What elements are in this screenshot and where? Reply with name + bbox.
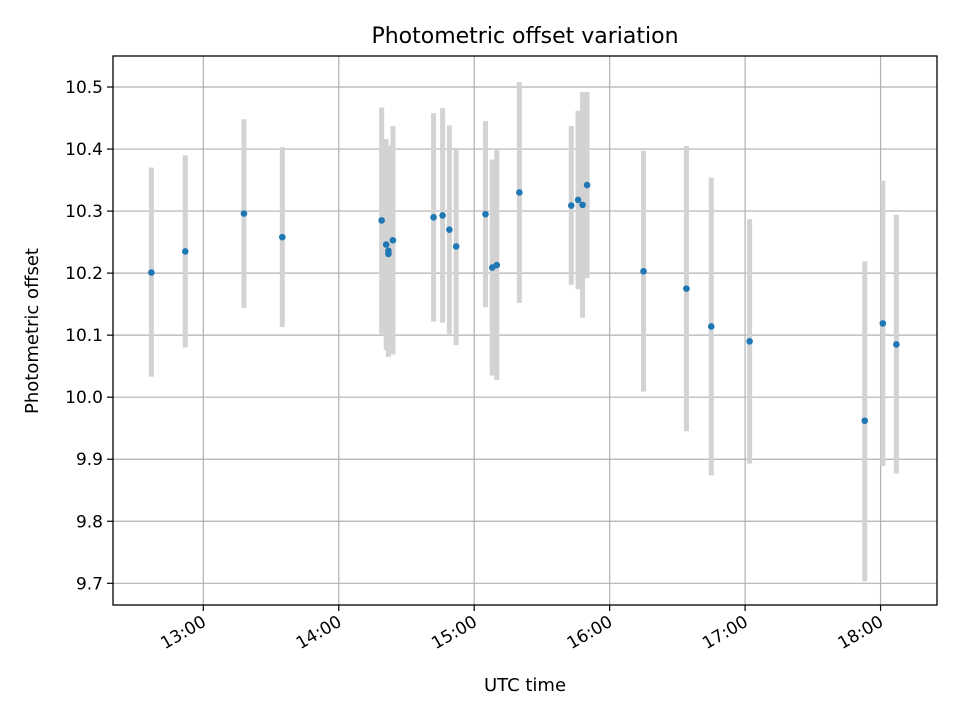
data-point [879, 320, 887, 327]
y-tick-label: 10.2 [65, 264, 103, 284]
data-point [482, 210, 489, 218]
data-point [439, 212, 446, 219]
data-point [567, 202, 575, 209]
data-point [389, 236, 397, 244]
y-axis-title: Photometric offset [22, 248, 43, 414]
data-point [446, 226, 453, 233]
data-point [746, 338, 753, 345]
data-point [516, 189, 523, 196]
data-point [861, 417, 869, 425]
chart-title: Photometric offset variation [371, 24, 678, 49]
y-tick-label: 9.8 [76, 512, 103, 532]
data-point [683, 285, 690, 292]
data-point [181, 248, 189, 255]
plot-frame [112, 55, 938, 606]
y-tick-label: 10.5 [65, 78, 103, 98]
data-point [893, 341, 900, 348]
data-point [148, 269, 155, 276]
y-axis-ticks: 9.7 9.8 9.9 10.0 10.1 10.2 10.3 10.4 10.5 [65, 78, 113, 594]
data-point [378, 217, 385, 224]
data-point [385, 250, 392, 258]
data-point [452, 243, 460, 250]
data-point [574, 196, 582, 204]
y-tick-label: 9.9 [76, 450, 103, 470]
data-point [240, 210, 248, 217]
data-point [640, 267, 647, 275]
grid-lines [113, 56, 937, 605]
y-tick-label: 9.7 [76, 574, 103, 594]
data-point [430, 213, 437, 221]
data-points [148, 181, 900, 425]
y-tick-label: 10.1 [65, 326, 103, 346]
x-axis-title: UTC time [484, 675, 566, 696]
data-point [583, 181, 591, 189]
y-tick-label: 10.3 [65, 202, 103, 222]
data-point [579, 201, 586, 209]
data-point [493, 261, 501, 269]
data-point [707, 323, 715, 330]
data-point [382, 241, 390, 248]
data-point [279, 233, 286, 241]
y-tick-label: 10.0 [65, 388, 103, 408]
y-tick-label: 10.4 [65, 140, 103, 160]
